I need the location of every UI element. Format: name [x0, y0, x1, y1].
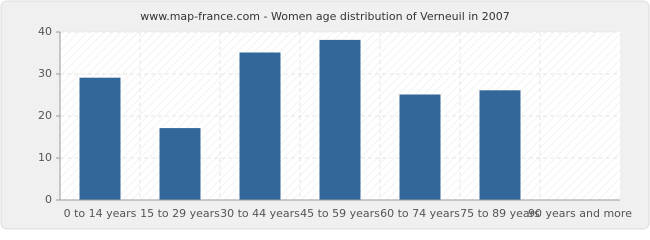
chart: www.map-france.com - Women age distribut… — [0, 0, 650, 230]
x-tick-label: 60 to 74 years — [380, 207, 460, 220]
bar — [319, 39, 361, 201]
y-tick-label: 20 — [38, 109, 52, 122]
x-tick-label: 30 to 44 years — [220, 207, 300, 220]
x-tick-label: 0 to 14 years — [64, 207, 137, 220]
x-tick-label: 90 years and more — [528, 207, 632, 220]
x-tick-label: 75 to 89 years — [460, 207, 540, 220]
x-tick-label: 45 to 59 years — [300, 207, 380, 220]
bar — [399, 94, 441, 201]
bar — [79, 77, 121, 201]
y-tick-label: 10 — [38, 151, 52, 164]
x-tick-label: 15 to 29 years — [140, 207, 220, 220]
bar — [159, 128, 201, 201]
y-tick-label: 0 — [45, 193, 52, 206]
y-tick-label: 40 — [38, 25, 52, 38]
bar — [239, 52, 281, 201]
chart-title: www.map-france.com - Women age distribut… — [140, 10, 510, 23]
y-tick-label: 30 — [38, 67, 52, 80]
bar — [479, 90, 521, 201]
